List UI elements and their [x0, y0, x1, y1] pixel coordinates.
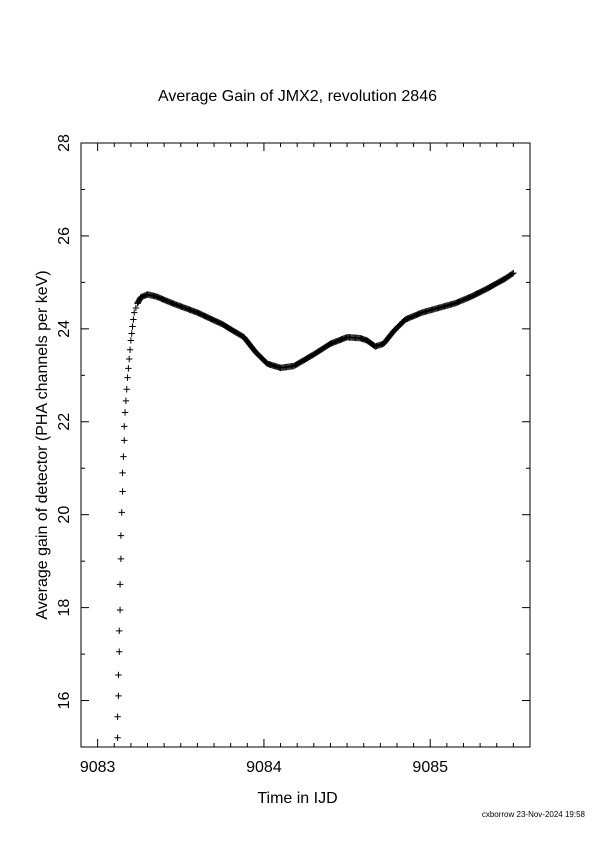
plot-border — [80, 142, 531, 748]
data-point — [116, 648, 123, 655]
data-point — [114, 713, 121, 720]
chart-title: Average Gain of JMX2, revolution 2846 — [158, 88, 437, 105]
data-point — [116, 581, 124, 588]
y-axis-label: Average gain of detector (PHA channels p… — [34, 270, 51, 620]
data-point — [124, 374, 131, 381]
data-point — [127, 337, 135, 344]
data-point — [121, 437, 128, 444]
data-point — [114, 734, 121, 741]
y-tick-label: 28 — [56, 134, 73, 152]
data-point — [117, 532, 125, 539]
data-point — [121, 409, 129, 416]
data-point — [116, 606, 124, 614]
data-point — [125, 365, 132, 372]
data-point — [115, 692, 122, 700]
data-point — [510, 269, 517, 277]
y-tick-label: 24 — [56, 320, 73, 338]
x-tick-label: 9084 — [246, 759, 282, 776]
footer-stamp: cxborrow 23-Nov-2024 19:58 — [481, 810, 585, 819]
y-tick-label: 16 — [56, 692, 73, 710]
y-tick-label: 20 — [56, 506, 73, 524]
data-point — [117, 555, 125, 563]
data-point — [121, 423, 128, 430]
y-tick-label: 26 — [56, 227, 73, 245]
data-point — [115, 671, 122, 679]
data-point — [132, 304, 140, 312]
y-tick-label: 18 — [56, 599, 73, 617]
data-point — [131, 309, 138, 316]
data-point — [128, 330, 135, 337]
data-point — [126, 346, 134, 353]
data-marks — [114, 269, 517, 741]
axes-frame — [80, 142, 531, 748]
x-tick-label: 9083 — [80, 759, 116, 776]
y-tick-label: 22 — [56, 413, 73, 431]
data-point — [126, 355, 133, 363]
x-axis-label: Time in IJD — [257, 790, 338, 807]
data-point — [116, 627, 123, 635]
data-point — [509, 270, 516, 277]
tick-labels: 9083 9084 9085 16 18 20 22 24 26 28 — [56, 134, 448, 776]
ticks — [80, 142, 531, 748]
data-point — [130, 316, 137, 323]
data-point — [122, 397, 130, 405]
data-point — [120, 453, 127, 460]
data-point — [119, 488, 126, 495]
data-point — [118, 509, 125, 516]
data-point — [119, 469, 126, 477]
x-tick-label: 9085 — [412, 759, 448, 776]
data-point — [129, 323, 136, 330]
data-point — [123, 386, 130, 393]
